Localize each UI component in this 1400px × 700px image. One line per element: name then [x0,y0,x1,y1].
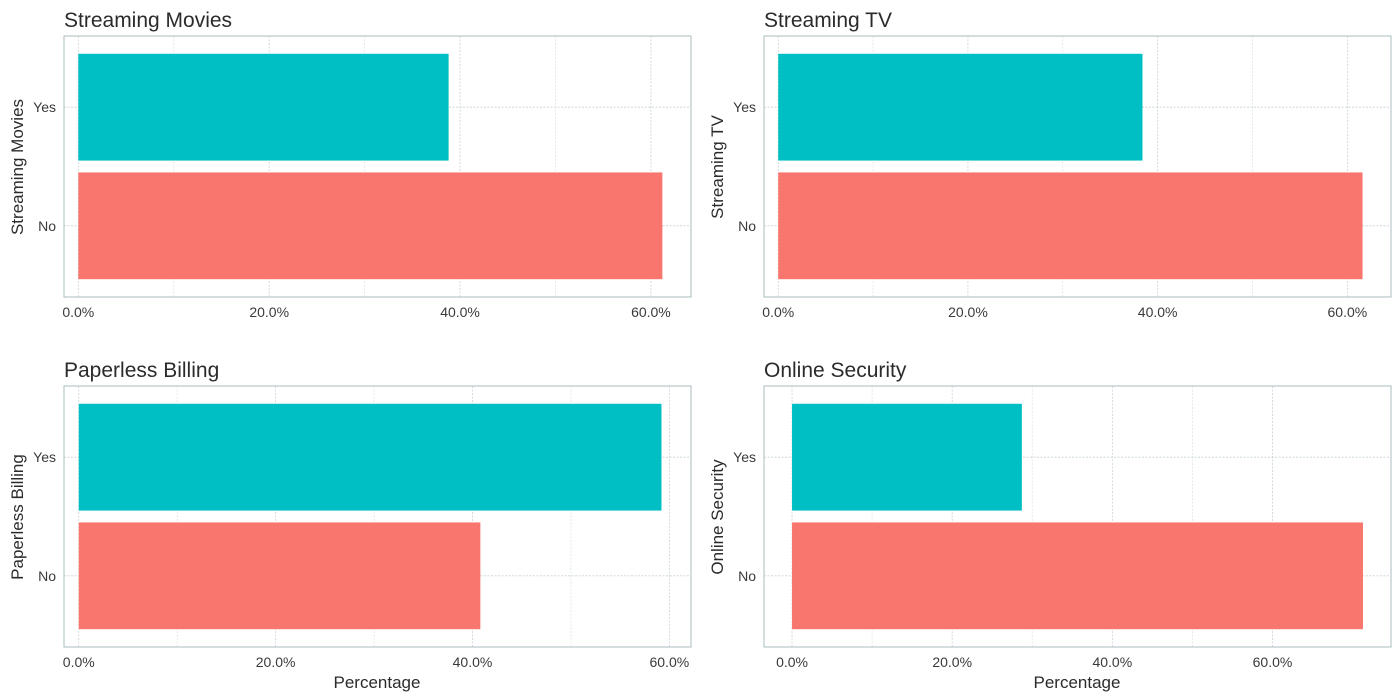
x-tick-label: 60.0% [631,304,671,320]
y-axis-title: Streaming Movies [8,99,27,235]
panel-border [63,385,692,648]
y-tick-label: Yes [33,449,56,465]
bar-yes [778,53,1143,161]
x-tick-labels: 0.0% 20.0% 40.0% 60.0% [776,654,1292,670]
bars [778,53,1363,280]
panel-streaming-movies: Streaming Movies Streaming Movies NoYes … [8,9,692,320]
bar-no [792,522,1363,630]
y-tick-label: No [38,568,56,584]
y-axis-title: Online Security [708,459,727,575]
x-tick-label: 40.0% [440,304,480,320]
y-tick-label: No [38,218,56,234]
x-tick-labels: 0.0% 20.0% 40.0% 60.0% [63,654,689,670]
x-tick-label: 40.0% [1138,304,1178,320]
y-axis-title: Paperless Billing [8,454,27,580]
bars [78,403,662,630]
x-tick-label: 20.0% [932,654,972,670]
x-tick-label: 40.0% [453,654,493,670]
x-tick-label: 20.0% [249,304,289,320]
x-tick-labels: 0.0% 20.0% 40.0% 60.0% [762,304,1367,320]
panel-title: Online Security [764,359,907,382]
y-tick-labels: No Yes [733,99,756,234]
x-tick-label: 60.0% [649,654,689,670]
panel-title: Paperless Billing [64,359,219,382]
y-tick-label: No [738,568,756,584]
x-tick-label: 0.0% [62,304,94,320]
x-tick-label: 20.0% [256,654,296,670]
x-tick-label: 40.0% [1092,654,1132,670]
panel-border [763,385,1392,648]
y-tick-labels: No Yes [733,449,756,584]
x-tick-label: 60.0% [1253,654,1293,670]
bar-yes [792,403,1022,511]
panel-online-security: Online Security Online Security Percenta… [708,359,1392,692]
y-tick-labels: No Yes [33,449,56,584]
panel-title: Streaming Movies [64,9,232,32]
x-tick-label: 0.0% [776,654,808,670]
bars [792,403,1363,630]
bar-no [78,172,663,280]
bar-yes [78,403,662,511]
x-tick-labels: 0.0% 20.0% 40.0% 60.0% [62,304,670,320]
panel-border [763,35,1392,298]
panel-border [63,35,692,298]
y-tick-label: Yes [733,449,756,465]
x-tick-label: 60.0% [1328,304,1368,320]
x-tick-label: 0.0% [63,654,95,670]
bars [78,53,663,280]
y-tick-label: Yes [733,99,756,115]
y-tick-label: No [738,218,756,234]
x-axis-title: Percentage [334,673,421,692]
y-tick-labels: No Yes [33,99,56,234]
y-tick-label: Yes [33,99,56,115]
bar-yes [78,53,449,161]
bar-no [778,172,1363,280]
bar-no [78,522,481,630]
panel-streaming-tv: Streaming TV Streaming TV No Yes 0.0% 20.0… [708,9,1392,320]
panel-title: Streaming TV [764,9,892,32]
x-tick-label: 0.0% [762,304,794,320]
panel-paperless-billing: Paperless Billing Paperless Billing Perc… [8,359,692,692]
y-axis-title: Streaming TV [708,115,727,219]
x-tick-label: 20.0% [948,304,988,320]
x-axis-title: Percentage [1034,673,1121,692]
